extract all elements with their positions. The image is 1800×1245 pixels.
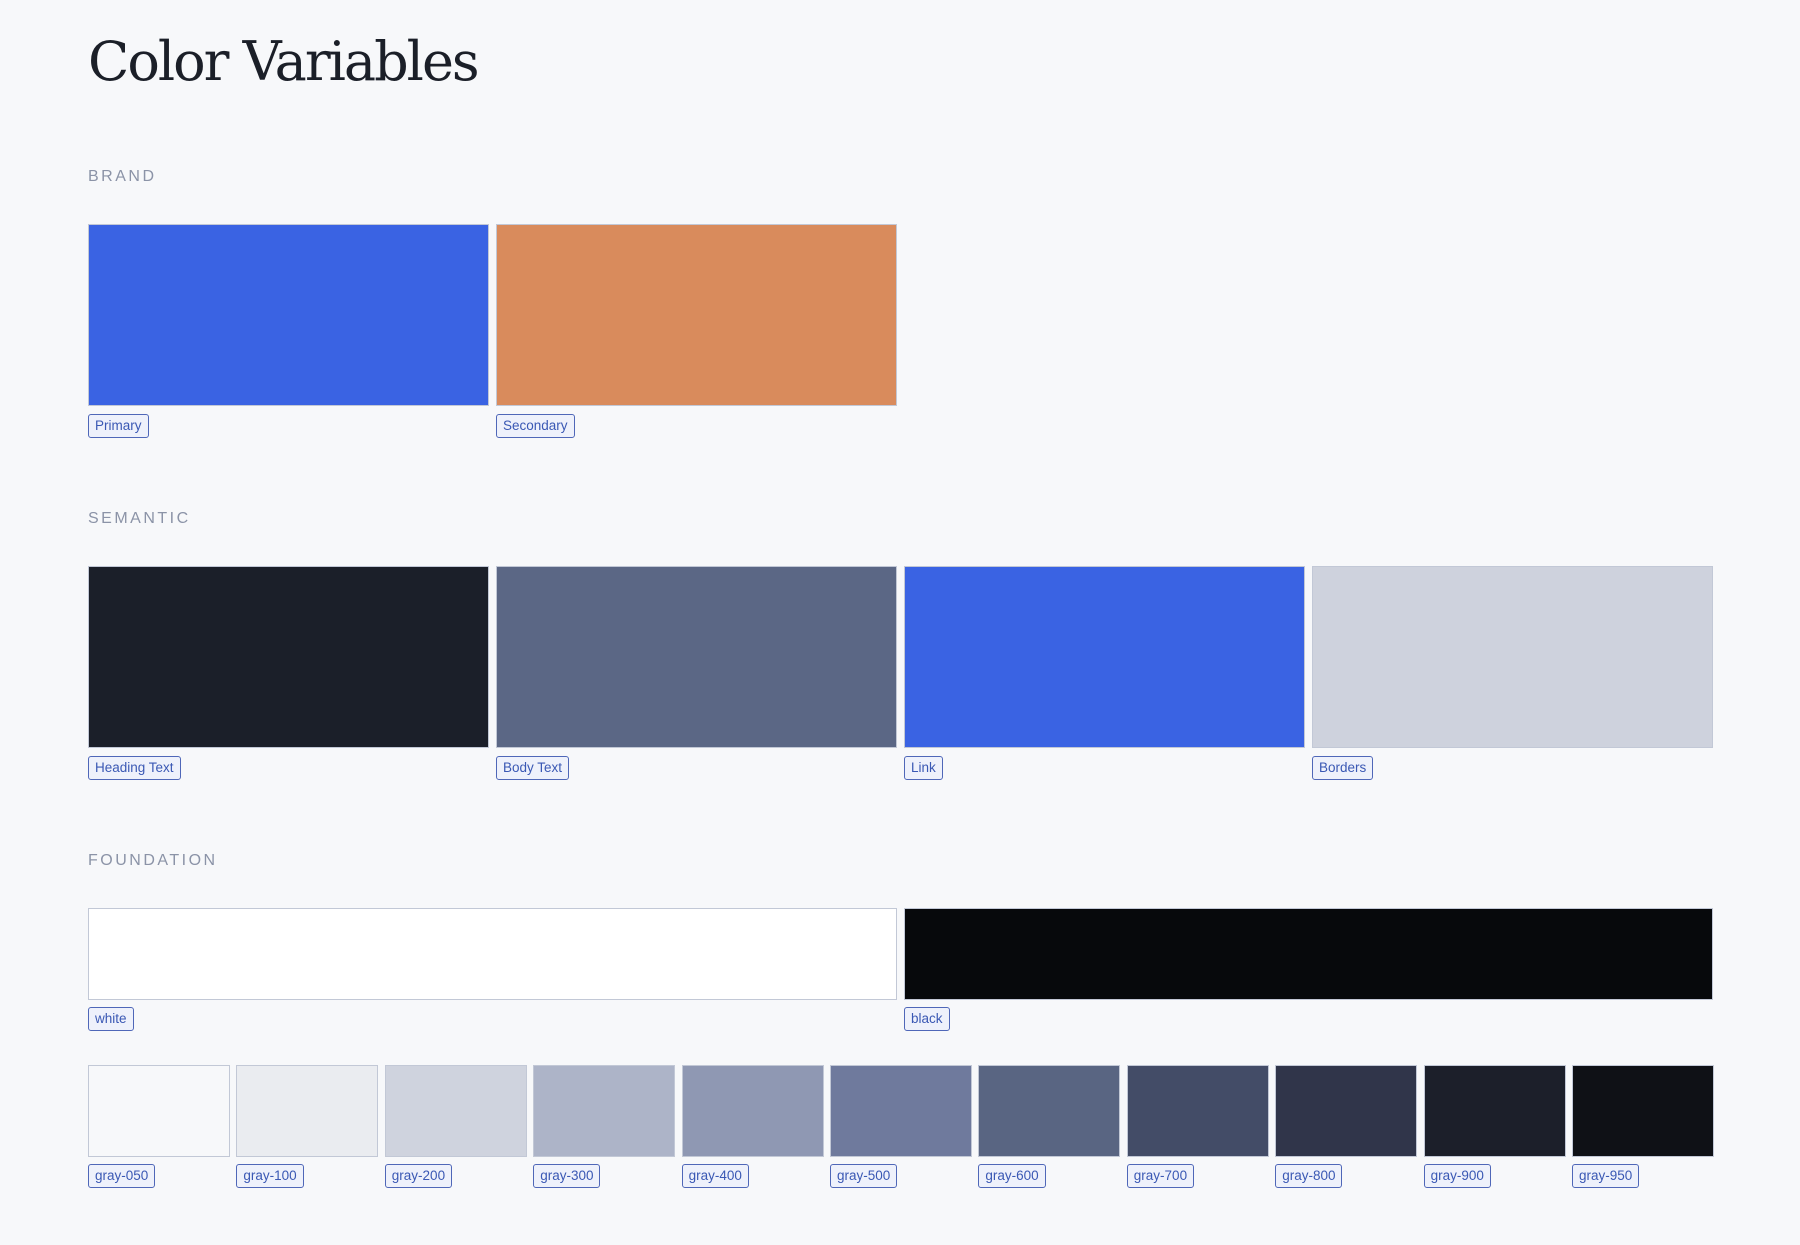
swatch-chip-gray-400 [681,1065,824,1157]
swatch-heading-text[interactable]: Heading Text [88,566,489,780]
swatch-chip-heading-text [88,566,489,748]
swatch-label-gray-700: gray-700 [1126,1164,1195,1188]
swatch-chip-gray-900 [1423,1065,1566,1157]
swatch-gray-050[interactable]: gray-050 [88,1065,230,1188]
swatch-gray-400[interactable]: gray-400 [681,1065,824,1188]
section-label-semantic: SEMANTIC [88,510,191,527]
swatch-chip-primary [88,224,489,406]
swatch-label-gray-050: gray-050 [88,1164,156,1188]
section-label-foundation: FOUNDATION [88,852,218,869]
swatch-gray-200[interactable]: gray-200 [384,1065,527,1188]
swatch-label-gray-300: gray-300 [533,1164,601,1188]
swatch-gray-700[interactable]: gray-700 [1126,1065,1269,1188]
swatch-chip-body-text [496,566,897,748]
swatch-gray-800[interactable]: gray-800 [1275,1065,1418,1188]
page-title: Color Variables [88,30,480,93]
swatch-gray-100[interactable]: gray-100 [236,1065,379,1188]
swatch-label-primary: Primary [88,414,149,438]
swatch-label-gray-800: gray-800 [1275,1164,1343,1188]
swatch-chip-gray-100 [236,1065,379,1157]
swatch-chip-gray-300 [533,1065,676,1157]
swatch-label-body-text: Body Text [496,756,570,780]
swatch-gray-300[interactable]: gray-300 [533,1065,676,1188]
swatch-gray-500[interactable]: gray-500 [830,1065,972,1188]
swatch-primary[interactable]: Primary [88,224,489,438]
swatch-label-link: Link [904,756,943,780]
swatch-label-gray-950: gray-950 [1572,1164,1640,1188]
swatch-label-gray-500: gray-500 [830,1164,898,1188]
swatch-borders[interactable]: Borders [1312,566,1713,780]
swatch-chip-black [904,908,1713,1000]
swatch-label-borders: Borders [1312,756,1374,780]
swatch-white[interactable]: white [88,908,897,1031]
swatch-label-secondary: Secondary [496,414,575,438]
swatch-chip-borders [1312,566,1713,748]
swatch-chip-gray-600 [978,1065,1121,1157]
swatch-label-black: black [904,1007,950,1031]
swatch-chip-link [904,566,1305,748]
swatch-link[interactable]: Link [904,566,1305,780]
swatch-chip-gray-200 [384,1065,527,1157]
swatch-gray-900[interactable]: gray-900 [1423,1065,1566,1188]
swatch-chip-gray-800 [1275,1065,1418,1157]
swatch-label-gray-900: gray-900 [1423,1164,1491,1188]
swatch-body-text[interactable]: Body Text [496,566,897,780]
swatch-chip-gray-500 [830,1065,972,1157]
swatch-label-gray-100: gray-100 [236,1164,304,1188]
swatch-gray-600[interactable]: gray-600 [978,1065,1121,1188]
swatch-secondary[interactable]: Secondary [496,224,897,438]
swatch-label-heading-text: Heading Text [88,756,181,780]
swatch-chip-gray-950 [1572,1065,1714,1157]
swatch-chip-gray-700 [1126,1065,1269,1157]
swatch-chip-secondary [496,224,897,406]
section-label-brand: BRAND [88,168,157,185]
swatch-label-white: white [88,1007,134,1031]
swatch-label-gray-200: gray-200 [384,1164,453,1188]
swatch-gray-950[interactable]: gray-950 [1572,1065,1714,1188]
swatch-chip-white [88,908,897,1000]
swatch-label-gray-400: gray-400 [681,1164,749,1188]
swatch-label-gray-600: gray-600 [978,1164,1046,1188]
swatch-black[interactable]: black [904,908,1713,1031]
swatch-chip-gray-050 [88,1065,230,1157]
